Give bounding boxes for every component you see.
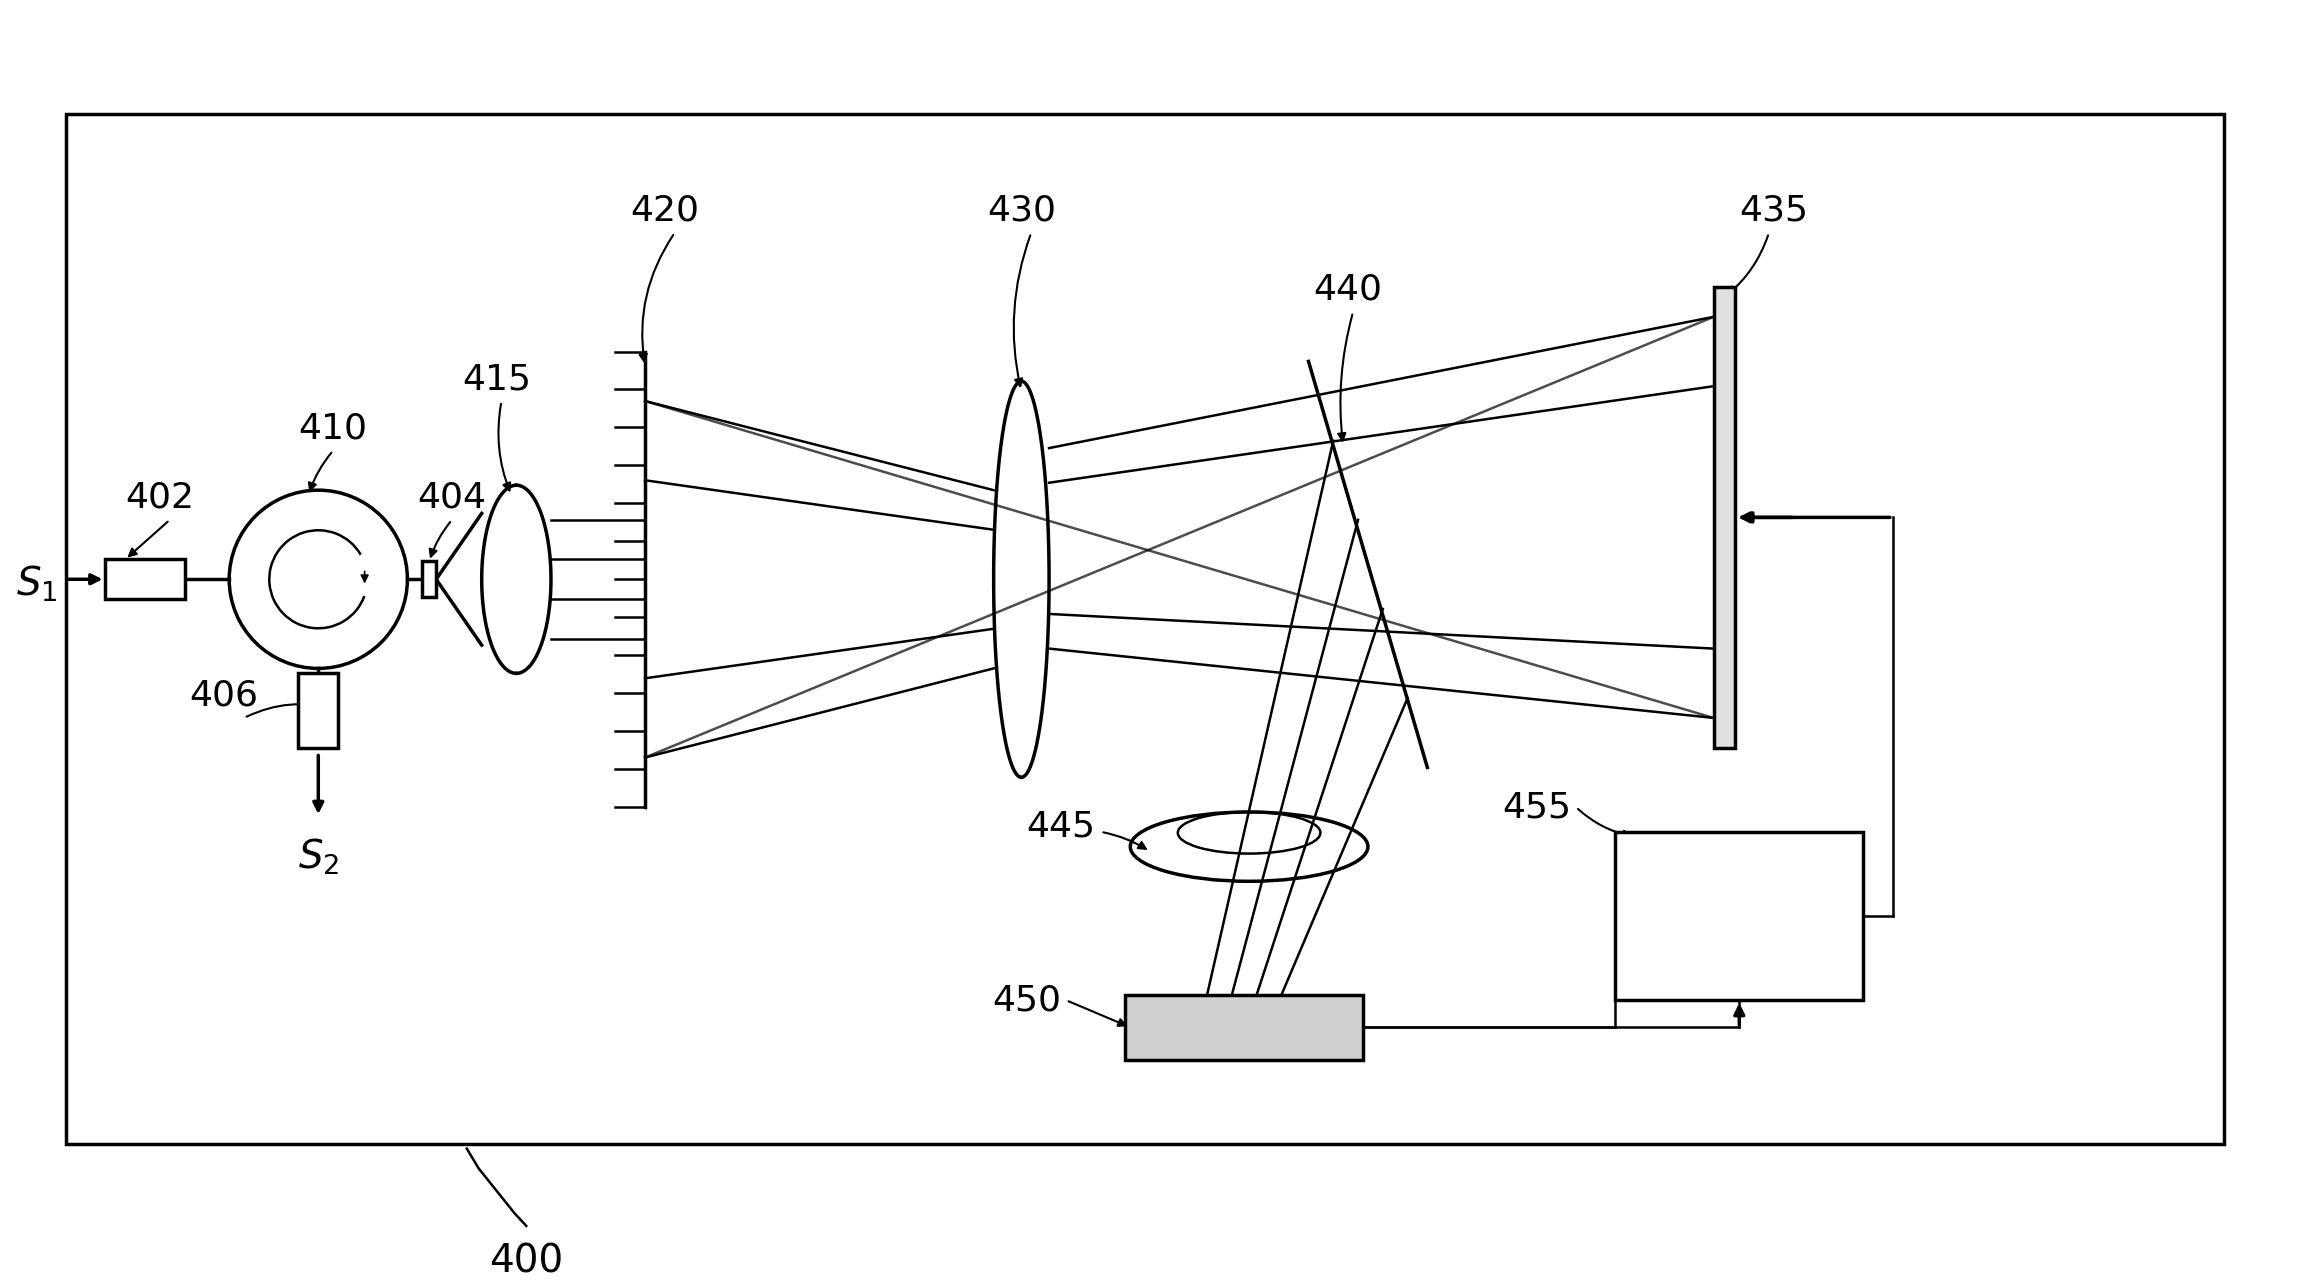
Text: 410: 410 (299, 412, 369, 446)
Text: 430: 430 (987, 193, 1057, 228)
Bar (1616, 832, 1864, 999)
Bar (299, 674, 338, 747)
Text: Electronics: Electronics (1641, 899, 1838, 933)
Text: 415: 415 (461, 362, 531, 397)
Text: 404: 404 (417, 480, 487, 515)
Text: $S_2$: $S_2$ (297, 837, 338, 877)
Text: $S_1$: $S_1$ (16, 564, 58, 604)
Text: 402: 402 (125, 480, 195, 515)
Bar (1713, 287, 1736, 747)
Text: 455: 455 (1502, 790, 1572, 824)
Text: 445: 445 (1027, 810, 1096, 844)
Text: 400: 400 (489, 1243, 563, 1280)
Bar (422, 562, 436, 598)
Bar (65, 113, 2225, 1144)
Text: 440: 440 (1314, 273, 1382, 307)
Bar (104, 559, 185, 599)
Text: 420: 420 (630, 193, 700, 228)
Text: 450: 450 (992, 983, 1062, 1018)
Text: 406: 406 (190, 679, 260, 714)
Text: 435: 435 (1738, 193, 1808, 228)
Bar (1124, 996, 1363, 1060)
